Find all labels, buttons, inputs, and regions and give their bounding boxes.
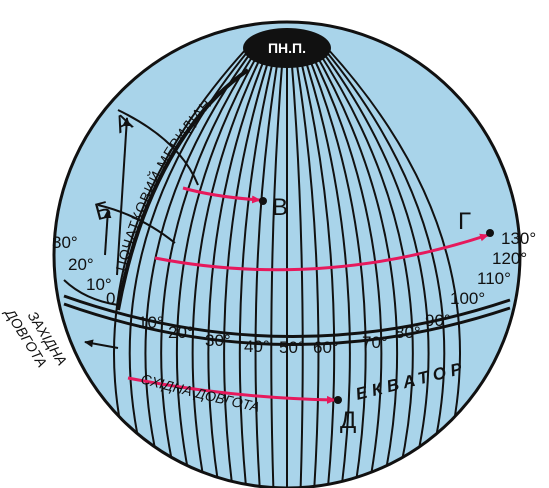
- lon-label-50: 50°: [279, 338, 305, 357]
- meridian-line: [296, 47, 336, 488]
- lat-label-10: 10°: [86, 275, 112, 294]
- lon-label-100: 100°: [450, 289, 485, 308]
- arrow-to-g: [154, 233, 489, 272]
- lon-label-20: 20°: [168, 323, 194, 342]
- lon-label-60: 60°: [313, 338, 339, 357]
- equator-degree-labels: 10° 20° 30° 40° 50° 60° 70° 80° 90°: [138, 311, 451, 357]
- north-pole-label: ПН.П.: [268, 40, 306, 56]
- meridian-line: [300, 47, 351, 488]
- meridian-line: [311, 47, 399, 488]
- north-pole-cap: ПН.П.: [243, 28, 331, 68]
- lat-label-30: 30°: [52, 233, 78, 252]
- lon-label-110: 110°: [477, 269, 511, 288]
- right-degree-labels: 100° 110° 120° 130°: [450, 229, 536, 308]
- lon-label-40: 40°: [244, 337, 270, 356]
- arrow-to-v: [182, 186, 261, 204]
- lat-label-20: 20°: [68, 255, 94, 274]
- meridian-line: [270, 47, 285, 488]
- meridian-line: [315, 47, 414, 488]
- lon-label-120: 120°: [492, 249, 527, 268]
- lon-label-130: 130°: [501, 229, 536, 248]
- meridian-line: [144, 47, 256, 488]
- meridian-line: [238, 47, 278, 488]
- meridian-lines: [113, 47, 461, 488]
- arrow-west: [84, 339, 119, 349]
- lat-label-0: 0: [106, 289, 115, 308]
- meridian-line: [304, 47, 367, 488]
- lon-label-80: 80°: [395, 323, 421, 342]
- position-arrows: [84, 186, 489, 404]
- point-v-label: В: [272, 194, 288, 221]
- meridian-line: [207, 47, 270, 488]
- latitude-arrows: [97, 109, 199, 276]
- equator-band: [63, 279, 511, 346]
- meridian-line: [223, 47, 274, 488]
- lon-label-90: 90°: [425, 311, 451, 330]
- meridian-line: [322, 47, 446, 488]
- meridian-line: [293, 47, 320, 488]
- lon-label-10: 10°: [138, 313, 164, 332]
- point-g-label: Г: [458, 208, 471, 235]
- lon-label-30: 30°: [205, 331, 231, 350]
- meridian-line: [318, 47, 430, 488]
- meridian-line: [254, 47, 281, 488]
- point-b-label: Б: [92, 196, 114, 226]
- latitude-degree-labels: 30° 20° 10° 0: [52, 233, 115, 308]
- lon-label-70: 70°: [362, 333, 388, 352]
- point-d-label: Д: [340, 407, 356, 434]
- meridian-line: [191, 47, 267, 488]
- arrow-to-d: [127, 376, 336, 404]
- point-markers: [259, 197, 494, 404]
- meridian-line: [289, 47, 304, 488]
